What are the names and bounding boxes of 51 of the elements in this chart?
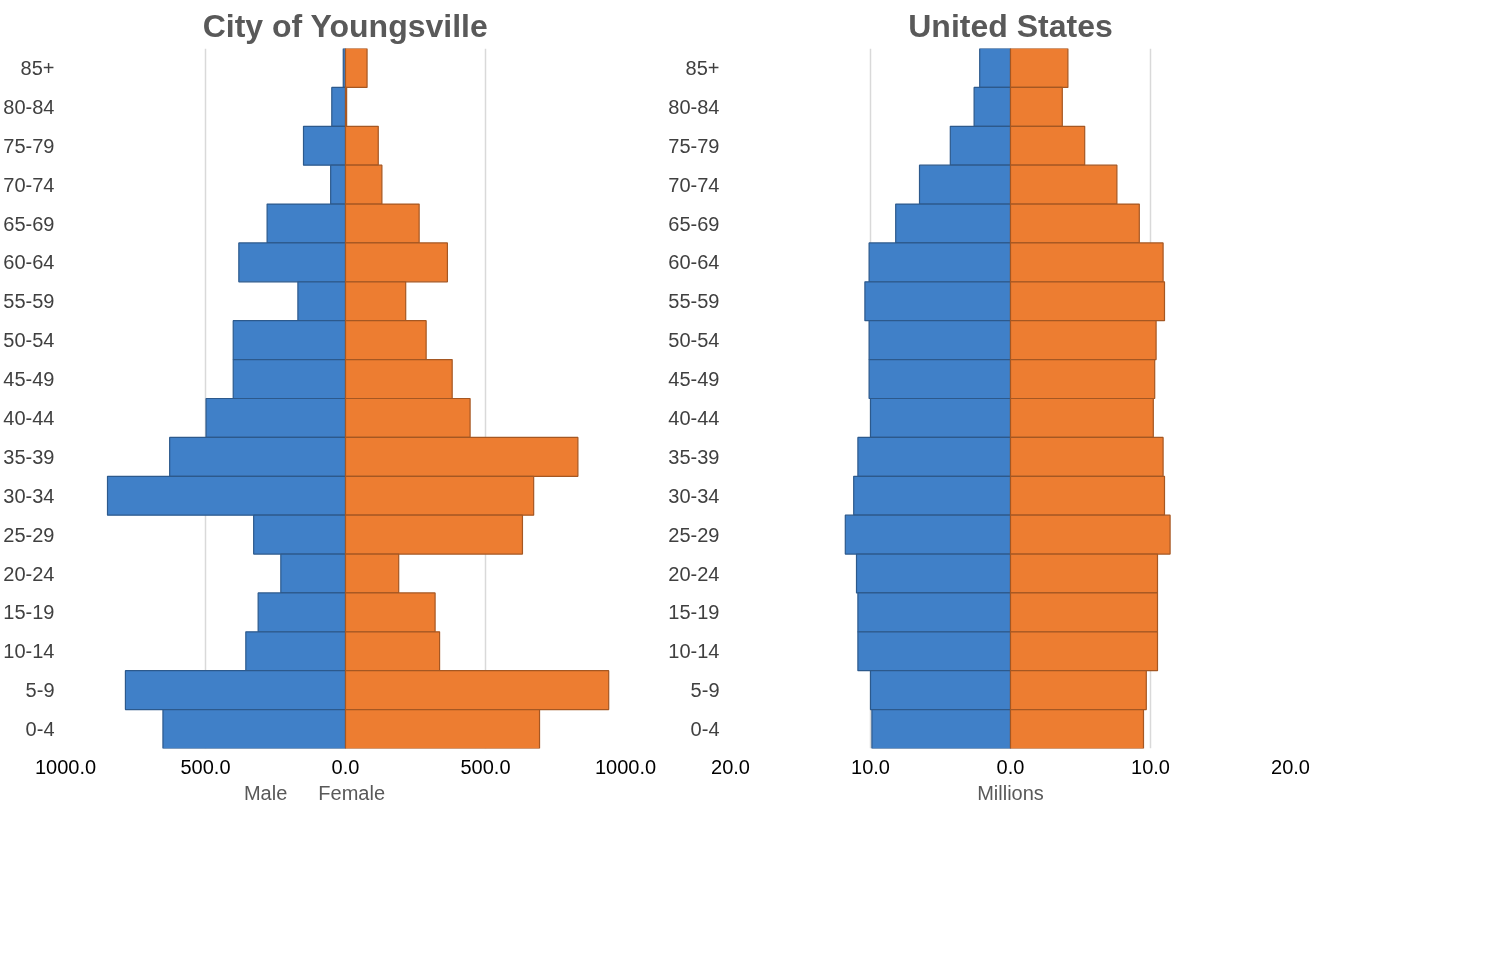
y-tick-label: 20-24: [3, 562, 55, 585]
x-tick-label: 500.0: [460, 755, 511, 778]
y-tick-label: 85+: [20, 56, 55, 79]
x-axis-title: Millions: [977, 781, 1044, 804]
y-tick-label: 65-69: [668, 212, 720, 235]
chart-title: City of Youngsville: [202, 7, 488, 44]
y-tick-label: 80-84: [668, 95, 720, 118]
y-tick-label: 55-59: [3, 290, 55, 313]
y-tick-label: 0-4: [25, 718, 55, 741]
x-tick-label: 1000.0: [34, 755, 97, 778]
y-tick-label: 30-34: [668, 484, 720, 507]
y-tick-label: 15-19: [668, 601, 720, 624]
y-tick-label: 55-59: [668, 290, 720, 313]
y-tick-label: 80-84: [3, 95, 55, 118]
y-tick-label: 75-79: [3, 134, 55, 157]
series-label: Male: [243, 781, 288, 805]
y-tick-label: 15-19: [3, 601, 55, 624]
x-tick-label: 0.0: [996, 755, 1025, 778]
y-tick-label: 45-49: [3, 368, 55, 391]
y-tick-label: 40-44: [3, 406, 55, 429]
y-tick-label: 25-29: [3, 523, 55, 546]
x-tick-label: 20.0: [711, 755, 750, 778]
y-tick-label: 45-49: [668, 368, 720, 391]
y-tick-label: 65-69: [3, 212, 55, 235]
y-tick-label: 70-74: [668, 173, 720, 196]
y-tick-label: 20-24: [668, 562, 720, 585]
x-tick-label: 20.0: [1271, 755, 1310, 778]
y-tick-label: 30-34: [3, 484, 55, 507]
x-tick-label: 500.0: [180, 755, 231, 778]
y-tick-label: 35-39: [3, 445, 55, 468]
y-tick-label: 60-64: [668, 251, 720, 274]
series-label: Female: [318, 781, 386, 805]
y-tick-label: 75-79: [668, 134, 720, 157]
y-tick-label: 0-4: [690, 718, 720, 741]
y-tick-label: 10-14: [3, 640, 55, 663]
y-tick-label: 50-54: [668, 329, 720, 352]
y-tick-label: 85+: [685, 56, 720, 79]
y-tick-label: 10-14: [668, 640, 720, 663]
chart-title: United States: [908, 7, 1113, 44]
x-tick-label: 1000.0: [594, 755, 657, 778]
y-tick-label: 35-39: [668, 445, 720, 468]
y-tick-label: 60-64: [3, 251, 55, 274]
x-tick-label: 10.0: [851, 755, 890, 778]
y-tick-label: 25-29: [668, 523, 720, 546]
y-tick-label: 5-9: [25, 679, 55, 702]
y-tick-label: 5-9: [690, 679, 720, 702]
x-tick-label: 0.0: [331, 755, 360, 778]
y-tick-label: 70-74: [3, 173, 55, 196]
x-tick-label: 10.0: [1131, 755, 1170, 778]
y-tick-label: 50-54: [3, 329, 55, 352]
y-tick-label: 40-44: [668, 406, 720, 429]
